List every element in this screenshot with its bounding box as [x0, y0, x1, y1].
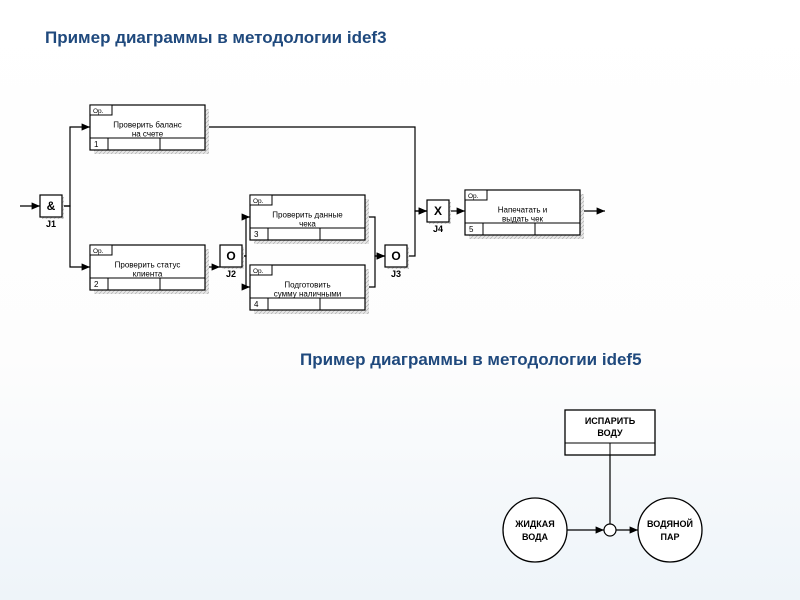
svg-text:на счете: на счете — [132, 130, 164, 139]
svg-text:Op.: Op. — [468, 193, 479, 200]
svg-text:Проверить данные: Проверить данные — [272, 211, 343, 220]
svg-text:4: 4 — [254, 300, 259, 309]
svg-text:3: 3 — [254, 230, 259, 239]
svg-text:клиента: клиента — [133, 270, 163, 279]
svg-text:чека: чека — [299, 220, 316, 229]
svg-text:Подготовить: Подготовить — [284, 281, 330, 290]
svg-text:ВОДУ: ВОДУ — [597, 428, 623, 438]
idef3-diagram: Op. 1 Проверить балансна счете Op. 2 Проверит… — [15, 70, 615, 330]
svg-text:2: 2 — [94, 280, 99, 289]
svg-text:Проверить баланс: Проверить баланс — [113, 121, 182, 130]
svg-text:Op.: Op. — [93, 248, 104, 255]
svg-text:ПАР: ПАР — [661, 532, 680, 542]
svg-text:Проверить статус: Проверить статус — [115, 261, 181, 270]
svg-text:O: O — [391, 249, 400, 263]
svg-text:Op.: Op. — [93, 108, 104, 115]
svg-text:Напечатать и: Напечатать и — [498, 206, 548, 215]
svg-text:J3: J3 — [391, 269, 401, 279]
svg-text:ВОДЯНОЙ: ВОДЯНОЙ — [647, 518, 693, 529]
svg-text:1: 1 — [94, 140, 99, 149]
svg-text:&: & — [47, 199, 56, 213]
svg-text:выдать чек: выдать чек — [502, 215, 544, 224]
svg-text:J2: J2 — [226, 269, 236, 279]
svg-text:J4: J4 — [433, 224, 443, 234]
svg-text:Op.: Op. — [253, 268, 264, 275]
svg-text:O: O — [226, 249, 235, 263]
svg-text:ВОДА: ВОДА — [522, 532, 549, 542]
title-idef3: Пример диаграммы в методологии idef3 — [45, 28, 387, 48]
svg-text:Op.: Op. — [253, 198, 264, 205]
idef5-diagram: ИСПАРИТЬ ВОДУ ЖИДКАЯ ВОДА ВОДЯНОЙ ПАР — [475, 400, 725, 570]
svg-text:J1: J1 — [46, 219, 56, 229]
svg-text:5: 5 — [469, 225, 474, 234]
svg-text:сумму наличными: сумму наличными — [274, 290, 342, 299]
svg-text:ИСПАРИТЬ: ИСПАРИТЬ — [585, 416, 636, 426]
title-idef5: Пример диаграммы в методологии idef5 — [300, 350, 642, 370]
svg-text:ЖИДКАЯ: ЖИДКАЯ — [514, 519, 554, 529]
svg-text:X: X — [434, 204, 442, 218]
